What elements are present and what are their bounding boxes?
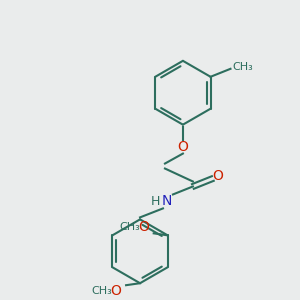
Text: CH₃: CH₃	[92, 286, 112, 296]
Text: CH₃: CH₃	[119, 222, 140, 233]
Text: O: O	[212, 169, 223, 182]
Text: O: O	[138, 220, 149, 234]
Text: O: O	[178, 140, 188, 154]
Text: N: N	[162, 194, 172, 208]
Text: O: O	[111, 284, 122, 298]
Text: H: H	[150, 195, 160, 208]
Text: CH₃: CH₃	[232, 62, 253, 72]
